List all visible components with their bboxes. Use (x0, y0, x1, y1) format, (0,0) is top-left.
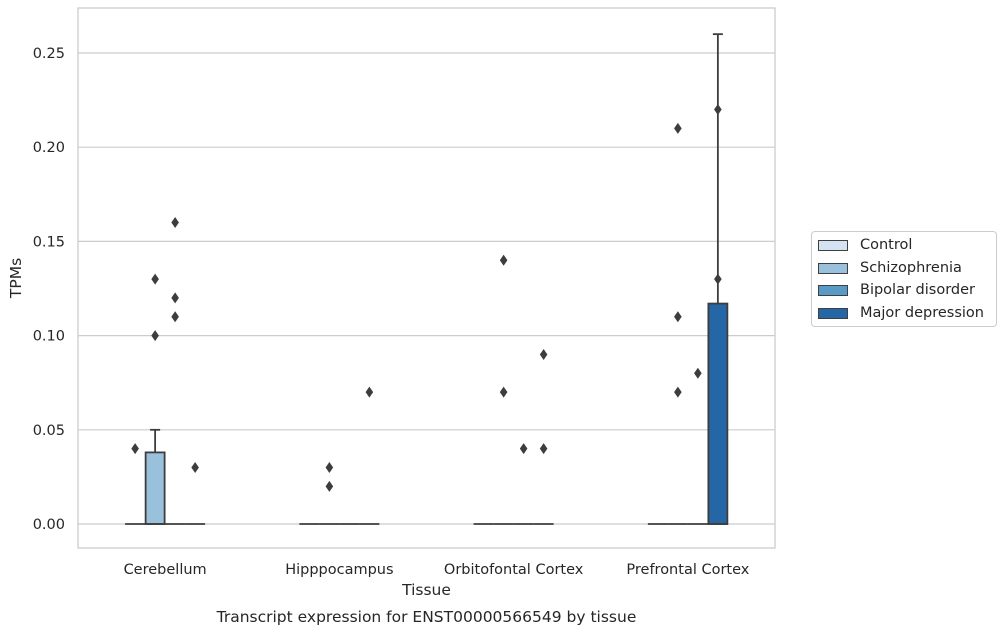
box-major-depression (359, 386, 380, 525)
outlier-point (694, 367, 702, 379)
outlier-point (519, 443, 528, 455)
chart-title: Transcript expression for ENST0000056654… (216, 608, 637, 626)
outlier-point (325, 480, 334, 492)
box-major-depression (533, 348, 554, 525)
outlier-point (714, 104, 722, 116)
x-tick-label: Cerebellum (124, 562, 207, 578)
y-tick-label: 0.00 (33, 517, 65, 533)
y-tick-label: 0.10 (33, 329, 65, 345)
y-tick-label: 0.20 (33, 140, 65, 156)
x-tick-label: Prefrontal Cortex (626, 562, 749, 578)
box-body (144, 451, 166, 525)
legend-item-control: Control (818, 235, 912, 255)
x-tick-label: Orbitofontal Cortex (444, 562, 584, 578)
outlier-point (325, 461, 334, 473)
box-schizophrenia (667, 122, 688, 525)
outlier-point (151, 273, 159, 285)
box-body (707, 302, 729, 525)
outlier-point (151, 330, 159, 342)
box-groups (125, 33, 729, 525)
y-tick-label: 0.25 (33, 46, 65, 62)
box-major-depression (707, 33, 729, 525)
box-schizophrenia (493, 254, 514, 525)
box-schizophrenia (319, 461, 340, 525)
outlier-point (191, 461, 199, 473)
outlier-point (539, 443, 548, 455)
legend-item-schizophrenia: Schizophrenia (818, 258, 962, 278)
legend-swatch-control (818, 239, 848, 251)
plot-frame (77, 7, 776, 549)
outlier-point (171, 311, 179, 323)
outlier-point (674, 386, 682, 398)
legend: Control Schizophrenia Bipolar disorder M… (811, 231, 997, 327)
outlier-point (499, 254, 508, 266)
y-tick-label: 0.05 (33, 423, 65, 439)
legend-label-major-depression: Major depression (860, 305, 984, 321)
outlier-point (171, 292, 179, 304)
legend-swatch-schizophrenia (818, 262, 848, 274)
outlier-point (131, 443, 139, 455)
legend-swatch-major-depression (818, 307, 848, 319)
box-control (125, 443, 146, 525)
box-bipolar-disorder (687, 367, 708, 525)
outlier-point (365, 386, 374, 398)
legend-label-schizophrenia: Schizophrenia (860, 260, 962, 276)
y-axis-title: TPMs (7, 258, 25, 299)
x-axis-title: Tissue (401, 581, 451, 599)
outlier-point (499, 386, 508, 398)
y-gridlines (78, 52, 775, 525)
y-axis-ticks: 0.00 0.05 0.10 0.15 0.20 0.25 (33, 46, 65, 533)
outlier-point (674, 122, 682, 134)
y-tick-label: 0.15 (33, 234, 65, 250)
legend-label-bipolar-disorder: Bipolar disorder (860, 282, 975, 298)
box-schizophrenia (144, 273, 166, 525)
legend-label-control: Control (860, 237, 913, 253)
legend-swatch-bipolar-disorder (818, 284, 848, 296)
outlier-point (171, 217, 179, 229)
outlier-point (539, 348, 548, 360)
box-bipolar-disorder (513, 443, 534, 525)
box-bipolar-disorder (165, 217, 186, 525)
outlier-point (714, 273, 722, 285)
legend-item-major-depression: Major depression (818, 303, 984, 323)
box-major-depression (185, 461, 206, 525)
x-tick-label: Hipppocampus (285, 562, 393, 578)
outlier-point (674, 311, 682, 323)
x-axis-ticks: Cerebellum Hipppocampus Orbitofontal Corte… (124, 562, 750, 578)
legend-item-bipolar-disorder: Bipolar disorder (818, 280, 975, 300)
